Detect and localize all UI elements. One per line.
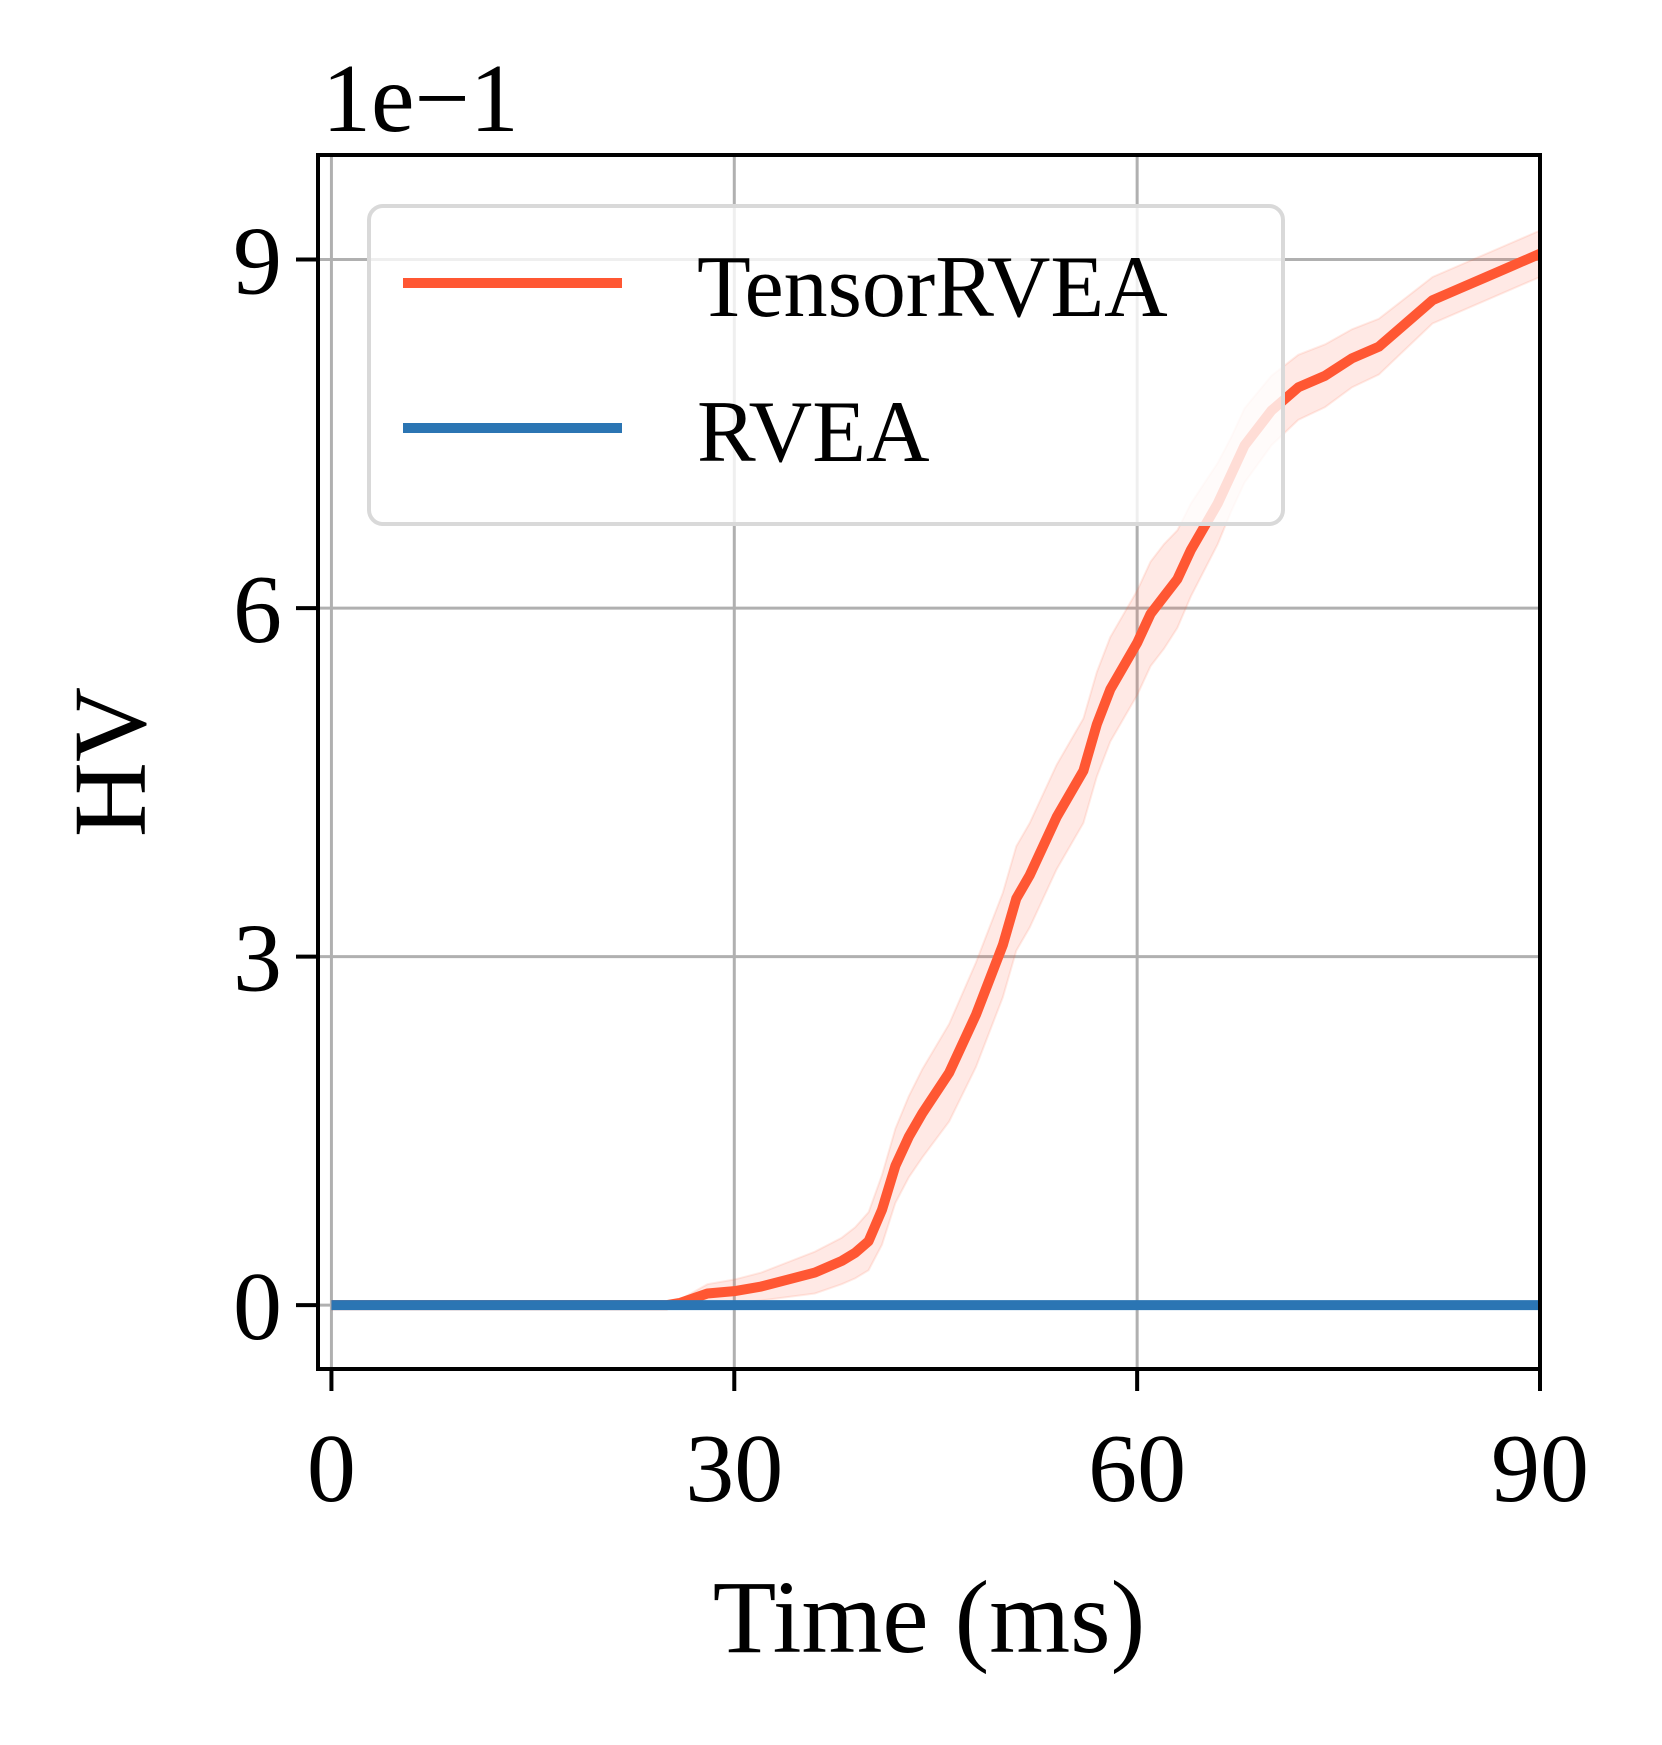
x-tick-label-0: 0 xyxy=(307,1415,356,1523)
plot-frame xyxy=(316,153,1542,1371)
legend-label-rvea: RVEA xyxy=(697,384,930,481)
legend-label-tensorrvea: TensorRVEA xyxy=(697,239,1168,336)
x-axis-label: Time (ms) xyxy=(713,1560,1145,1675)
x-tick-label-60: 60 xyxy=(1088,1415,1186,1523)
series-line-tensorrvea xyxy=(331,249,1542,1311)
y-tick-label-3: 3 xyxy=(233,905,282,1013)
y-tick-label-9: 9 xyxy=(233,208,282,316)
y-axis-scale-label: 1e−1 xyxy=(322,45,519,153)
y-tick-label-6: 6 xyxy=(233,556,282,664)
x-tick-label-30: 30 xyxy=(685,1415,783,1523)
y-axis-label: HV xyxy=(53,687,168,837)
axis-ticks: 0 30 60 90 0 3 6 9 xyxy=(233,208,1589,1523)
y-tick-label-0: 0 xyxy=(233,1253,282,1361)
series-layer xyxy=(331,249,1542,1311)
x-tick-label-90: 90 xyxy=(1491,1415,1589,1523)
legend: TensorRVEA RVEA xyxy=(367,204,1285,526)
